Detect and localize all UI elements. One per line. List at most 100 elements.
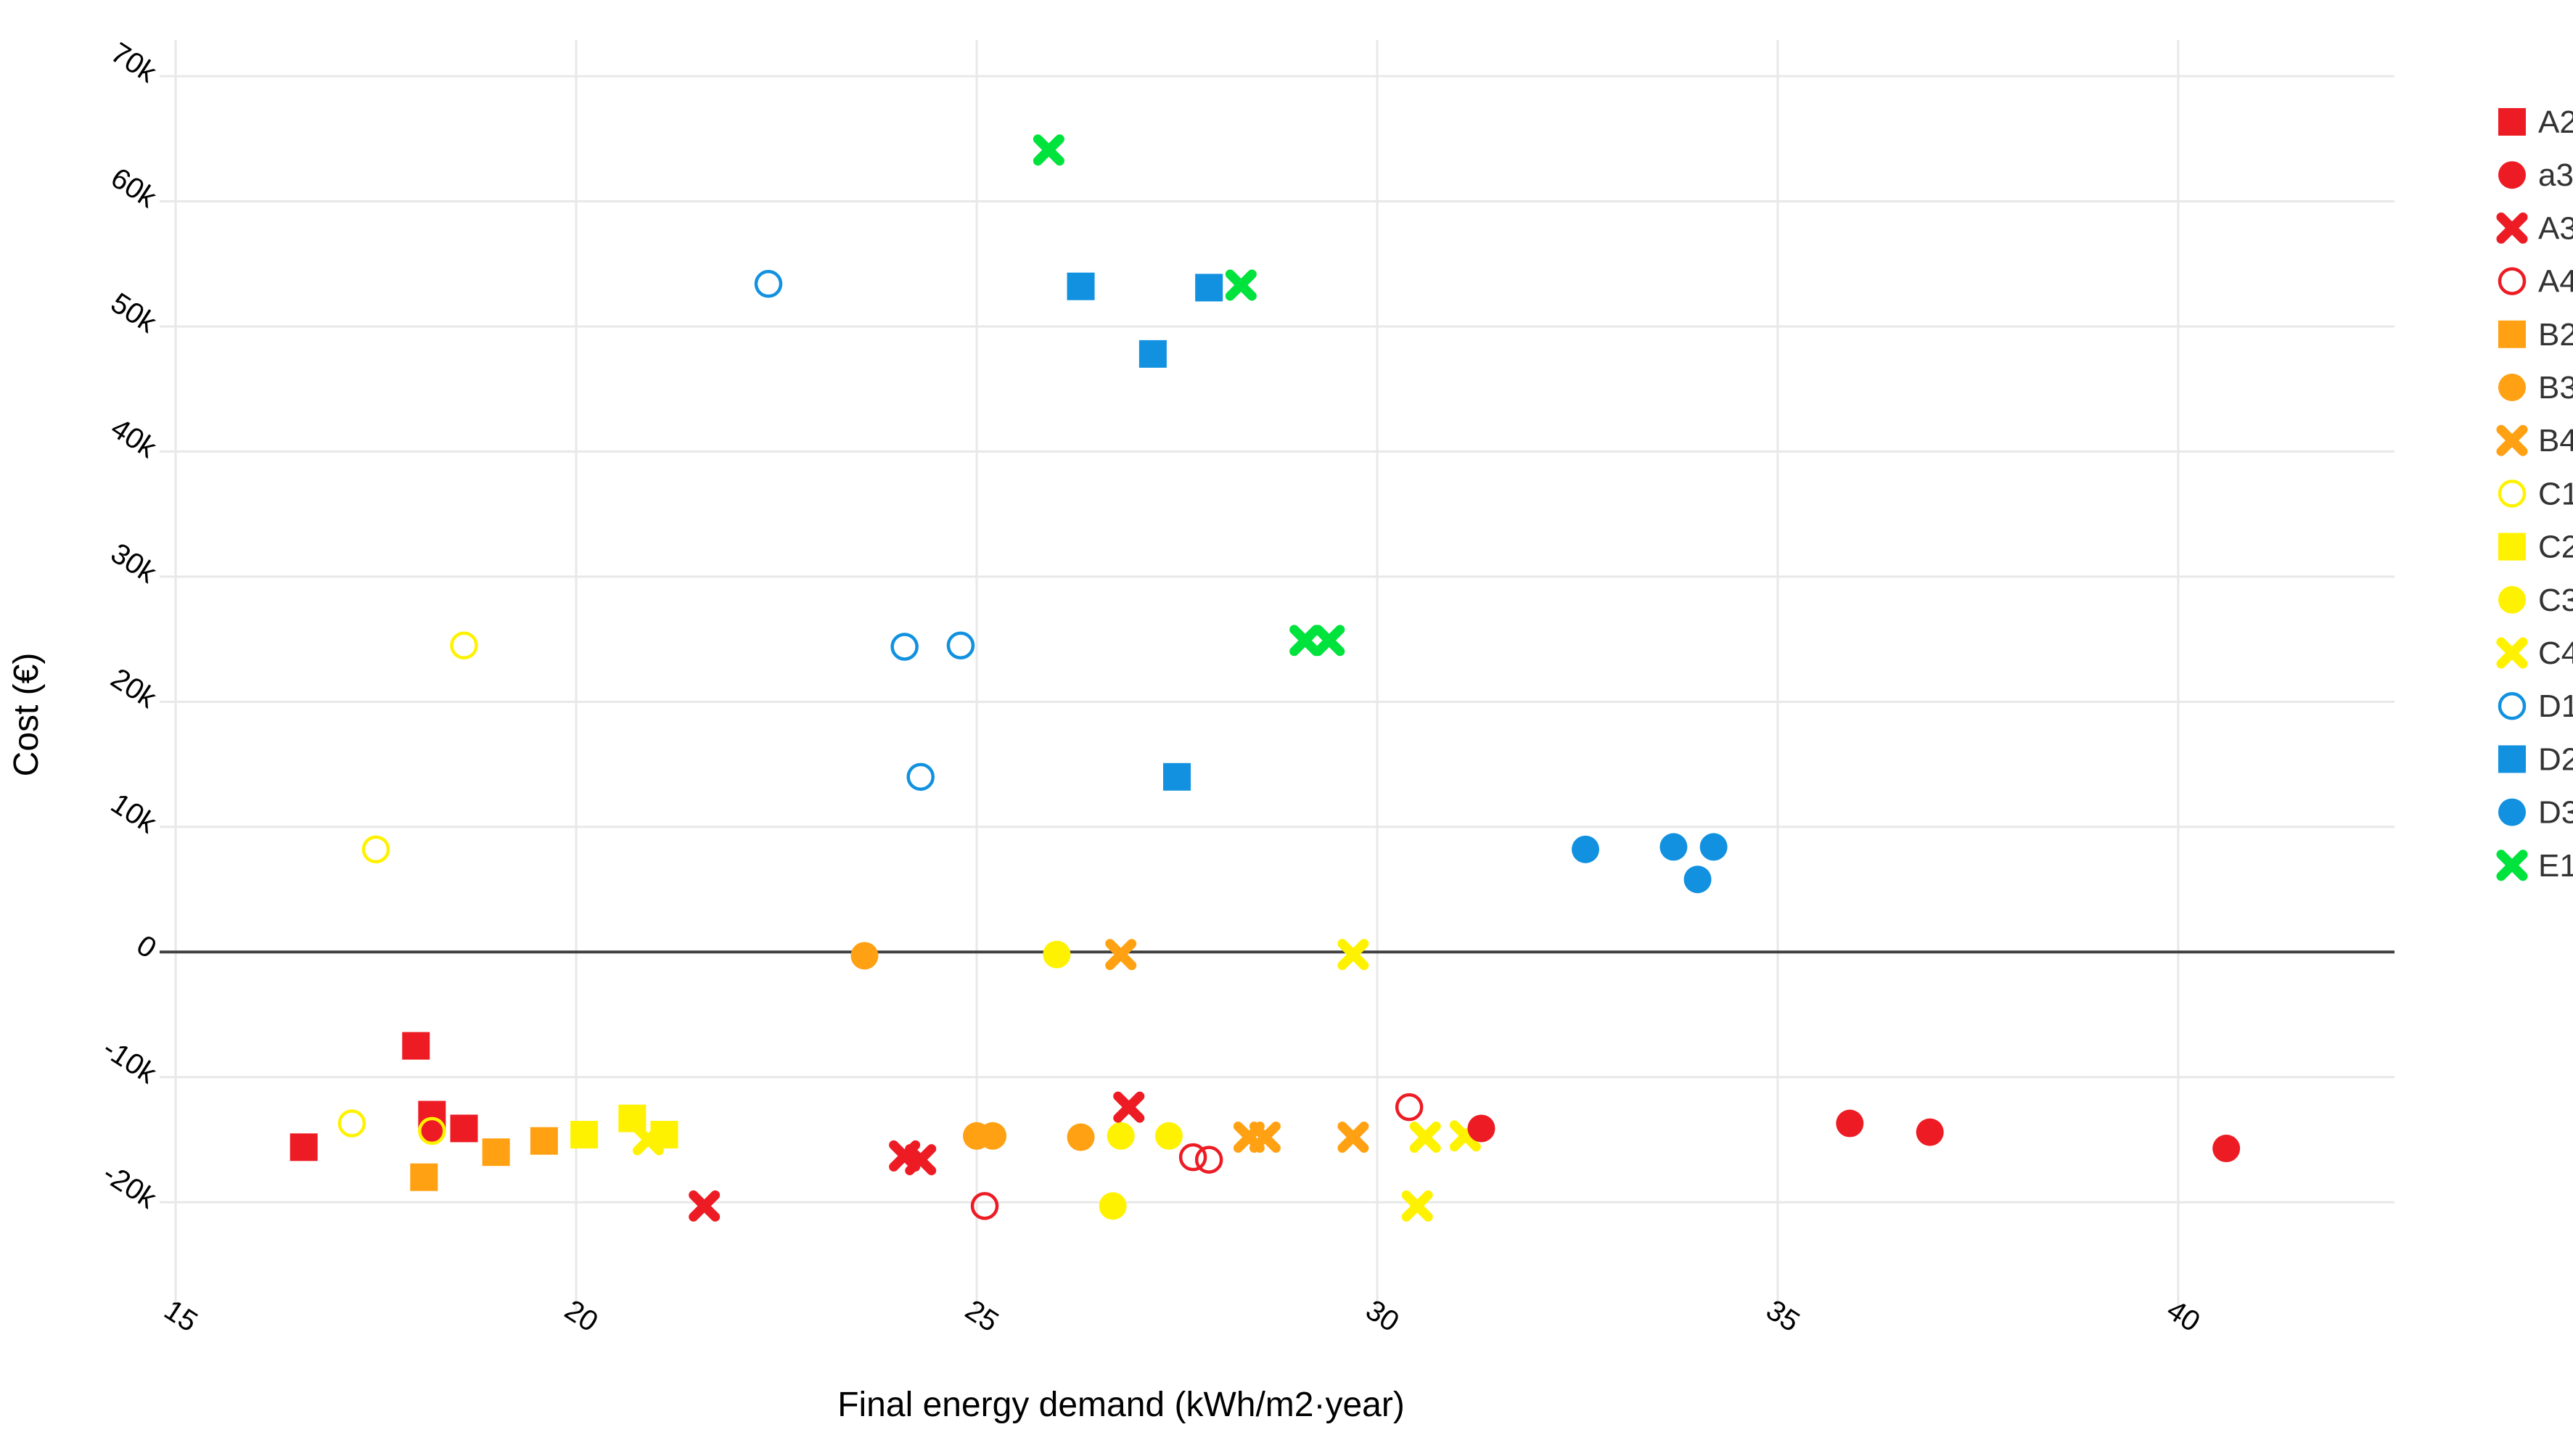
legend-marker-circle-open-icon — [2498, 691, 2527, 720]
legend-item-C2[interactable]: C2 — [2498, 530, 2573, 565]
legend-marker-x-icon — [2496, 424, 2528, 456]
legend-marker-x-icon — [2496, 637, 2528, 669]
legend-item-B4[interactable]: B4 — [2496, 423, 2573, 458]
data-point-D1 — [946, 631, 975, 659]
data-point-a3 — [418, 1116, 446, 1144]
legend-item-C3[interactable]: C3 — [2498, 583, 2573, 618]
legend-label: A3 — [2538, 210, 2573, 246]
data-point-A2 — [450, 1114, 478, 1143]
data-point-C1 — [418, 1116, 446, 1146]
x-axis-tick-labels: 15 20 25 30 35 40 — [159, 1294, 2206, 1338]
legend-item-D2[interactable]: D2 — [2498, 741, 2573, 777]
legend-item-E1[interactable]: E1 — [2496, 848, 2573, 884]
legend-item-a3[interactable]: a3 — [2498, 157, 2573, 193]
data-point-B2 — [2498, 320, 2526, 348]
data-point-B4 — [1105, 939, 1137, 971]
legend-marker-square-icon — [2498, 108, 2526, 136]
data-point-D2 — [1138, 340, 1167, 368]
data-point-C1 — [361, 835, 390, 864]
legend-item-A2[interactable]: A2 — [2498, 104, 2573, 140]
data-point-B4 — [1249, 1122, 1281, 1153]
data-point-D2 — [1195, 273, 1223, 302]
data-point-E1 — [1313, 625, 1345, 657]
data-point-C2 — [570, 1121, 599, 1149]
data-point-C3 — [1154, 1122, 1183, 1150]
legend-item-A3[interactable]: A3 — [2496, 210, 2573, 246]
legend-item-D1[interactable]: D1 — [2498, 688, 2573, 724]
data-point-B3 — [850, 942, 879, 970]
data-point-A3 — [2496, 212, 2528, 244]
legend-item-D3[interactable]: D3 — [2498, 795, 2573, 831]
data-point-D1 — [906, 762, 935, 791]
data-point-C4 — [1401, 1190, 1433, 1222]
y-tick-label: -10k — [97, 1032, 163, 1090]
data-point-C4 — [1337, 939, 1369, 971]
legend-item-A4[interactable]: A4 — [2498, 264, 2573, 300]
data-point-B3 — [2498, 374, 2526, 401]
data-point-D1 — [754, 270, 783, 298]
legend-marker-x-icon — [2496, 212, 2528, 244]
legend-label: B3 — [2538, 370, 2573, 406]
data-point-D1 — [2498, 691, 2527, 720]
legend-label: A2 — [2538, 104, 2573, 140]
data-point-D2 — [1163, 762, 1191, 791]
legend-label: B4 — [2538, 423, 2573, 458]
legend-label: D3 — [2538, 795, 2573, 831]
data-point-A3 — [1113, 1091, 1145, 1123]
x-tick-label: 35 — [1760, 1294, 1805, 1338]
legend-label: B2 — [2538, 317, 2573, 353]
data-point-C1 — [2498, 480, 2527, 508]
data-point-B2 — [530, 1127, 558, 1155]
legend-marker-square-icon — [2498, 320, 2526, 348]
legend-label: D2 — [2538, 741, 2573, 777]
legend-item-C1[interactable]: C1 — [2498, 476, 2573, 511]
legend-label: E1 — [2538, 848, 2573, 884]
y-tick-label: 50k — [105, 287, 163, 340]
y-tick-label: 40k — [105, 412, 163, 465]
legend-item-C4[interactable]: C4 — [2496, 636, 2573, 671]
data-point-C4 — [632, 1124, 664, 1156]
data-point-B2 — [482, 1138, 510, 1167]
legend-label: C3 — [2538, 583, 2573, 618]
data-point-C3 — [2498, 585, 2526, 614]
legend-marker-square-icon — [2498, 532, 2526, 561]
data-point-C1 — [337, 1109, 366, 1138]
data-point-a3 — [1467, 1114, 1495, 1143]
data-point-D2 — [1067, 272, 1095, 300]
data-point-C4 — [1409, 1122, 1441, 1153]
data-point-B3 — [1067, 1123, 1095, 1151]
legend-label: C4 — [2538, 636, 2573, 671]
y-tick-label: 20k — [105, 662, 163, 715]
legend-marker-circle-open-icon — [2498, 267, 2527, 295]
data-point-A3 — [905, 1144, 937, 1176]
data-point-A2 — [402, 1032, 430, 1060]
data-point-A4 — [1178, 1143, 1207, 1172]
legend-item-B2[interactable]: B2 — [2498, 317, 2573, 353]
data-point-D3 — [1659, 833, 1688, 861]
data-point-D3 — [1683, 865, 1712, 894]
data-point-B4 — [1337, 1122, 1369, 1153]
x-tick-label: 40 — [2161, 1294, 2205, 1338]
y-tick-label: 60k — [105, 162, 163, 215]
data-point-E1 — [1289, 625, 1321, 657]
y-tick-label: 10k — [105, 787, 163, 840]
legend: A2 a3 A3 A4 B2 B3 B4 C1 C2 C3 C4 D1 D2 D3 E1 — [2496, 104, 2573, 884]
y-tick-label: -20k — [97, 1157, 163, 1215]
data-point-C2 — [2498, 532, 2526, 561]
data-point-A4 — [970, 1192, 999, 1220]
data-point-a3 — [2498, 161, 2526, 189]
legend-label: a3 — [2538, 157, 2573, 193]
legend-marker-circle-open-icon — [2498, 480, 2527, 508]
legend-marker-circle-icon — [2498, 798, 2526, 826]
y-axis-title: Cost (€) — [7, 653, 46, 777]
legend-item-B3[interactable]: B3 — [2498, 370, 2573, 406]
x-tick-label: 15 — [159, 1294, 203, 1338]
x-tick-label: 20 — [559, 1294, 603, 1338]
data-point-D3 — [1572, 835, 1600, 863]
legend-label: C1 — [2538, 476, 2573, 511]
data-point-C1 — [450, 631, 478, 659]
legend-marker-circle-icon — [2498, 374, 2526, 401]
data-point-D1 — [890, 633, 919, 661]
data-point-A2 — [290, 1133, 318, 1161]
